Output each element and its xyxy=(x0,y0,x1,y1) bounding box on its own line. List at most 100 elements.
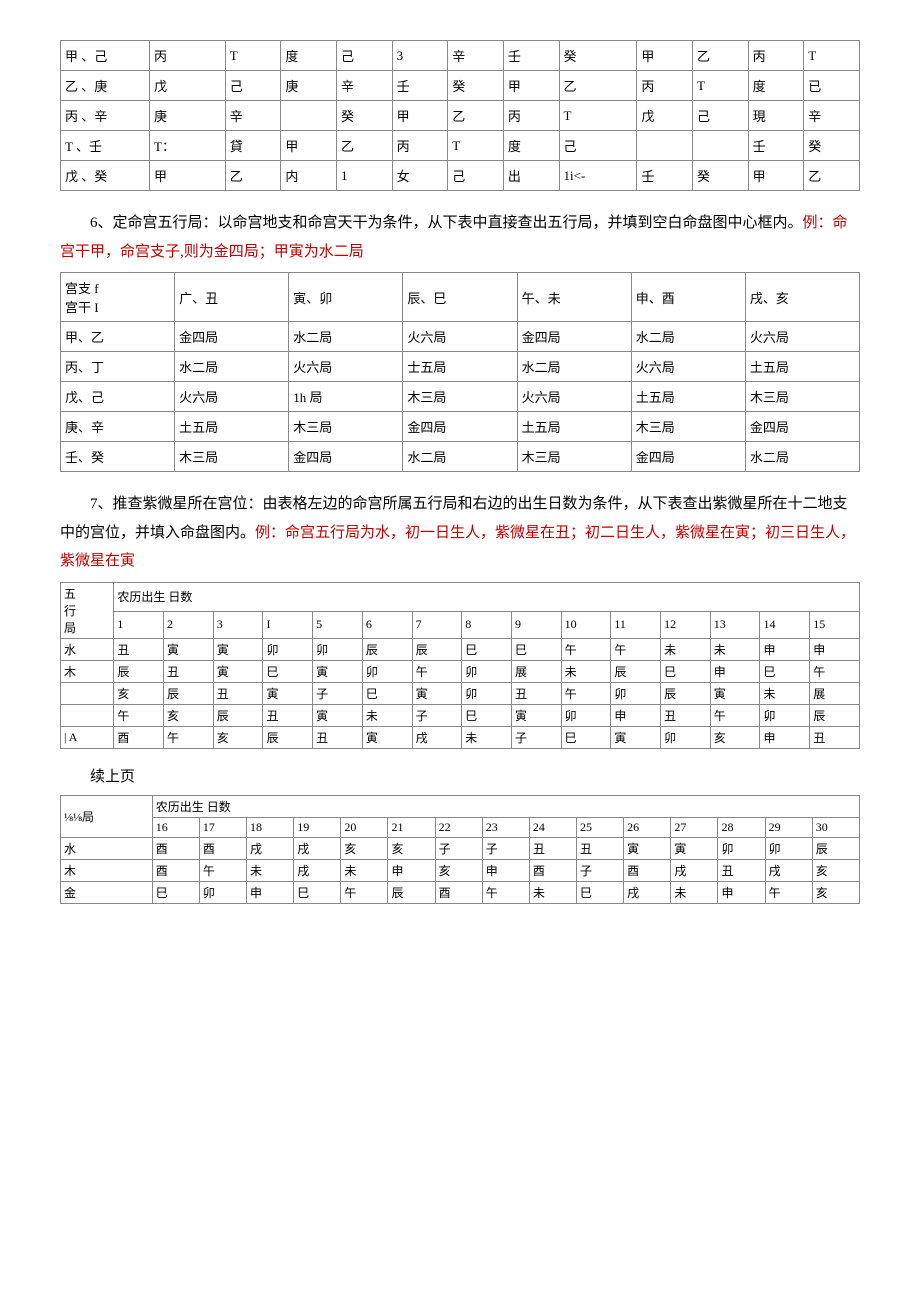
table-cell: 巳 xyxy=(263,660,313,682)
table-cell: 丑 xyxy=(313,726,363,748)
day-header-cell: 15 xyxy=(810,611,860,638)
table-cell: 未 xyxy=(247,860,294,882)
column-header-cell: 辰、巳 xyxy=(403,273,517,322)
column-header-cell: 申、酉 xyxy=(631,273,745,322)
table-cell: 酉 xyxy=(114,726,164,748)
table-cell: 度 xyxy=(748,71,804,101)
table-cell: 戌 xyxy=(247,838,294,860)
day-header-cell: 30 xyxy=(812,818,859,838)
row-header-cell: 水 xyxy=(61,838,153,860)
day-header-cell: 29 xyxy=(765,818,812,838)
table-ziwei-days-1-15: 五行局农历出生 日数123I56789101112131415水丑寅寅卯卯辰辰巳… xyxy=(60,582,860,749)
table-cell: 辰 xyxy=(213,704,263,726)
table-cell: 卯 xyxy=(199,882,246,904)
table-cell: T xyxy=(448,131,504,161)
table-cell: 乙 xyxy=(336,131,392,161)
table-cell: 申 xyxy=(388,860,435,882)
table-cell: 巳 xyxy=(561,726,611,748)
table-cell: 乙 xyxy=(804,161,860,191)
table-cell: 乙 xyxy=(448,101,504,131)
table-cell: 酉 xyxy=(624,860,671,882)
table-cell: 丙 xyxy=(748,41,804,71)
table-cell: 亥 xyxy=(114,682,164,704)
table-ziwei-days-16-30: ⅛⅛局农历出生 日数161718192021222324252627282930… xyxy=(60,795,860,904)
table-cell: 丙 xyxy=(150,41,226,71)
table-cell: 午 xyxy=(199,860,246,882)
corner-header-cell: ⅛⅛局 xyxy=(61,796,153,838)
table-cell: 水二局 xyxy=(745,442,859,472)
day-header-cell: 13 xyxy=(710,611,760,638)
table-cell: 木三局 xyxy=(175,442,289,472)
table-cell: 辛 xyxy=(804,101,860,131)
table-cell: 未 xyxy=(341,860,388,882)
table-cell: 酉 xyxy=(435,882,482,904)
table-cell: 未 xyxy=(362,704,412,726)
table-cell: 亥 xyxy=(435,860,482,882)
day-header-cell: 25 xyxy=(577,818,624,838)
table-cell: 金四局 xyxy=(745,412,859,442)
table-cell: 癸 xyxy=(448,71,504,101)
table-cell: 午 xyxy=(561,638,611,660)
table-cell: 巳 xyxy=(294,882,341,904)
table-cell: 未 xyxy=(661,638,711,660)
day-header-cell: 27 xyxy=(671,818,718,838)
table-cell: 巳 xyxy=(362,682,412,704)
column-header-cell: 寅、卯 xyxy=(289,273,403,322)
table-cell: 酉 xyxy=(199,838,246,860)
table-cell: 丑 xyxy=(213,682,263,704)
table-cell: 午 xyxy=(164,726,214,748)
table-cell: 水二局 xyxy=(517,352,631,382)
table-cell: 申 xyxy=(247,882,294,904)
table-cell: 丙 xyxy=(392,131,448,161)
table-cell: 乙 xyxy=(559,71,637,101)
table-cell: 申 xyxy=(810,638,860,660)
table-cell: 申 xyxy=(718,882,765,904)
table-cell: 水二局 xyxy=(403,442,517,472)
table-cell: 己 xyxy=(692,101,748,131)
table-cell: 戌 xyxy=(294,860,341,882)
table-cell: 度 xyxy=(281,41,337,71)
row-header-cell: 戊 、癸 xyxy=(61,161,150,191)
day-header-cell: 14 xyxy=(760,611,810,638)
table-cell: 金四局 xyxy=(289,442,403,472)
table-cell: 卯 xyxy=(462,660,512,682)
table-cell: 巳 xyxy=(462,638,512,660)
table-cell: 辛 xyxy=(225,101,281,131)
table-cell: 申 xyxy=(611,704,661,726)
table-cell: 未 xyxy=(710,638,760,660)
table-cell: 甲 xyxy=(392,101,448,131)
table-cell: 丑 xyxy=(114,638,164,660)
day-header-cell: 2 xyxy=(164,611,214,638)
table-cell: 戌 xyxy=(765,860,812,882)
row-header-cell: 丙 、辛 xyxy=(61,101,150,131)
table-cell: 木三局 xyxy=(631,412,745,442)
table-cell: 己 xyxy=(559,131,637,161)
table-cell: 寅 xyxy=(313,704,363,726)
row-header-cell: 乙 、庚 xyxy=(61,71,150,101)
table-cell: 土五局 xyxy=(175,412,289,442)
day-header-cell: 17 xyxy=(199,818,246,838)
table-cell: 寅 xyxy=(671,838,718,860)
table-cell: 寅 xyxy=(412,682,462,704)
table-cell: 現 xyxy=(748,101,804,131)
table-cell: 午 xyxy=(482,882,529,904)
row-header-cell xyxy=(61,704,114,726)
table-cell: 丑 xyxy=(577,838,624,860)
table-cell: 卯 xyxy=(561,704,611,726)
table-cell: 卯 xyxy=(362,660,412,682)
para6-black: 6、定命宫五行局：以命宫地支和命宫天干为条件，从下表中直接查出五行局，并填到空白… xyxy=(90,215,803,231)
day-header-cell: 28 xyxy=(718,818,765,838)
table-cell: 丑 xyxy=(661,704,711,726)
row-header-cell: 水 xyxy=(61,638,114,660)
table-cell: 丑 xyxy=(263,704,313,726)
table-cell: 申 xyxy=(760,726,810,748)
table-cell: 丑 xyxy=(529,838,576,860)
table-cell: 丑 xyxy=(511,682,561,704)
group-header-cell: 农历出生 日数 xyxy=(152,796,859,818)
table-cell: 木三局 xyxy=(517,442,631,472)
table-cell: 申 xyxy=(710,660,760,682)
table-cell: 卯 xyxy=(611,682,661,704)
table-cell: T xyxy=(225,41,281,71)
column-header-cell: 戌、亥 xyxy=(745,273,859,322)
table-cell: 辰 xyxy=(362,638,412,660)
